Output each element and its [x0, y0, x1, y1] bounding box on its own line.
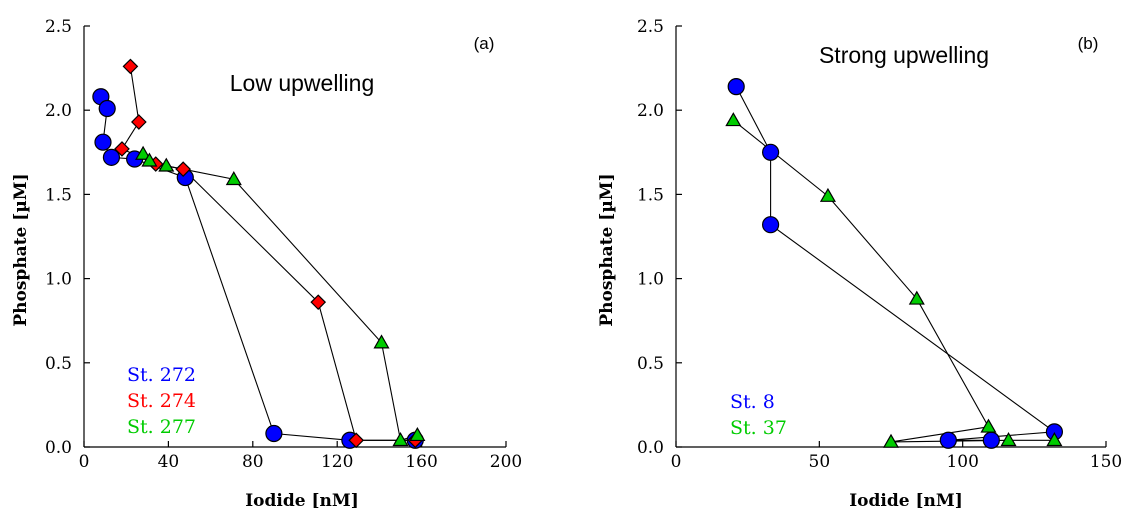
- panel-a-point-st-272: [98, 99, 116, 118]
- panel-b-x-tick-label: 50: [809, 452, 831, 472]
- panel-b-point-st-8: [761, 143, 780, 161]
- panel-a-legend-st-274: St. 274: [127, 390, 196, 412]
- panel-a-y-axis-title: Phosphate [µM]: [11, 173, 31, 326]
- panel-b-point-st-8: [939, 431, 957, 449]
- panel-b-series-line-st-37: [732, 119, 1055, 443]
- panel-b: Strong upwelling (b) Iodide [nM] Phospha…: [597, 17, 1122, 510]
- panel-a-point-st-274: [175, 161, 192, 177]
- panel-b-x-tick-label: 100: [946, 452, 978, 472]
- panel-a-point-st-272: [265, 424, 283, 443]
- panel-a-annotation: Low upwelling: [230, 70, 374, 96]
- panel-a-point-st-277: [373, 334, 390, 349]
- panel-a-y-tick-label: 2.5: [45, 17, 72, 37]
- panel-a-x-tick-label: 120: [321, 452, 353, 472]
- panel-a-point-st-272: [94, 133, 112, 151]
- panel-b-x-axis-title: Iodide [nM]: [849, 491, 963, 510]
- panel-a-x-tick-label: 0: [79, 452, 90, 472]
- panel-a-legend-st-277: St. 277: [127, 416, 196, 438]
- panel-a-x-tick-label: 200: [490, 452, 522, 472]
- panel-a-x-axis-title: Iodide [nM]: [245, 491, 359, 510]
- panel-b-y-tick-label: 0.0: [637, 438, 664, 458]
- panel-b-point-st-37: [1000, 432, 1017, 447]
- panel-b-y-tick-label: 1.5: [637, 185, 664, 205]
- panel-a-point-st-277: [409, 427, 426, 442]
- panel-a-legend-st-272: St. 272: [127, 364, 196, 386]
- panel-a-point-st-274: [348, 432, 365, 449]
- panel-a-point-st-277: [135, 145, 152, 160]
- panel-b-x-tick-label: 0: [671, 452, 682, 472]
- panel-b-y-tick-label: 0.5: [637, 354, 664, 374]
- panel-a-x-tick-label: 80: [242, 452, 264, 472]
- panel-a-point-st-272: [102, 148, 121, 166]
- panel-b-point-st-8: [761, 216, 780, 234]
- panel-b-y-tick-label: 2.0: [637, 101, 664, 121]
- panel-a: Low upwelling (a) Iodide [nM] Phosphate …: [11, 17, 522, 510]
- panel-a-y-tick-label: 2.0: [45, 101, 72, 121]
- panel-a-point-st-277: [141, 152, 158, 167]
- panel-a-point-st-274: [122, 58, 139, 75]
- panel-b-label: (b): [1078, 34, 1099, 53]
- panel-b-series-line-st-8: [735, 86, 1056, 441]
- panel-a-label: (a): [474, 34, 495, 53]
- panel-b-annotation: Strong upwelling: [819, 42, 989, 68]
- panel-b-x-tick-label: 150: [1090, 452, 1122, 472]
- panel-b-point-st-37: [819, 187, 836, 202]
- panel-a-y-tick-label: 1.5: [45, 185, 72, 205]
- panel-b-point-st-37: [908, 290, 925, 305]
- panel-b-point-st-37: [882, 433, 900, 448]
- panel-a-y-tick-label: 0.0: [45, 438, 72, 458]
- panel-a-y-tick-label: 0.5: [45, 354, 72, 374]
- panel-a-point-st-277: [225, 171, 242, 186]
- panel-b-y-tick-label: 2.5: [637, 17, 664, 37]
- panel-a-point-st-274: [114, 141, 130, 157]
- panel-a-point-st-277: [158, 157, 175, 172]
- panel-b-y-tick-label: 1.0: [637, 270, 664, 290]
- panel-a-point-st-274: [310, 294, 327, 311]
- panel-b-y-axis-title: Phosphate [µM]: [597, 173, 617, 326]
- panel-b-point-st-8: [727, 78, 745, 96]
- panel-b-point-st-37: [1046, 432, 1063, 447]
- panel-a-x-tick-label: 40: [158, 452, 180, 472]
- panel-a-point-st-277: [392, 432, 409, 447]
- panel-b-legend-st-8: St. 8: [730, 391, 775, 413]
- panel-b-point-st-37: [980, 418, 997, 433]
- panel-a-x-tick-label: 160: [405, 452, 437, 472]
- panel-a-point-st-274: [131, 114, 147, 130]
- panel-b-legend-st-37: St. 37: [730, 417, 787, 439]
- panel-a-series-line-st-272: [100, 96, 416, 441]
- panel-b-point-st-8: [982, 431, 1000, 449]
- panel-b-point-st-37: [725, 112, 742, 127]
- panel-a-y-tick-label: 1.0: [45, 270, 72, 290]
